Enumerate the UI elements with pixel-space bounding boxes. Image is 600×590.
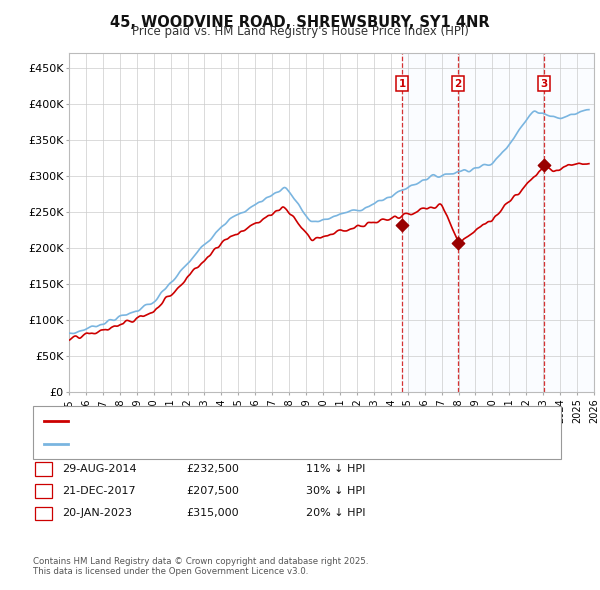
Text: Price paid vs. HM Land Registry's House Price Index (HPI): Price paid vs. HM Land Registry's House …	[131, 25, 469, 38]
Point	[539, 160, 549, 170]
Text: This data is licensed under the Open Government Licence v3.0.: This data is licensed under the Open Gov…	[33, 568, 308, 576]
Text: 45, WOODVINE ROAD, SHREWSBURY, SY1 4NR: 45, WOODVINE ROAD, SHREWSBURY, SY1 4NR	[110, 15, 490, 30]
Point	[453, 238, 463, 247]
Text: £315,000: £315,000	[186, 509, 239, 518]
Text: Contains HM Land Registry data © Crown copyright and database right 2025.: Contains HM Land Registry data © Crown c…	[33, 558, 368, 566]
Text: 30% ↓ HPI: 30% ↓ HPI	[306, 486, 365, 496]
Text: 20% ↓ HPI: 20% ↓ HPI	[306, 509, 365, 518]
Point	[397, 220, 407, 230]
Text: 1: 1	[40, 464, 47, 474]
Text: 3: 3	[40, 509, 47, 518]
Bar	[402, 53, 594, 392]
Text: 45, WOODVINE ROAD, SHREWSBURY, SY1 4NR (detached house): 45, WOODVINE ROAD, SHREWSBURY, SY1 4NR (…	[72, 416, 409, 426]
Text: HPI: Average price, detached house, Shropshire: HPI: Average price, detached house, Shro…	[72, 439, 321, 449]
Text: £232,500: £232,500	[186, 464, 239, 474]
Text: 21-DEC-2017: 21-DEC-2017	[62, 486, 136, 496]
Text: 2: 2	[40, 486, 47, 496]
Text: £207,500: £207,500	[186, 486, 239, 496]
Text: 2: 2	[454, 78, 461, 88]
Text: 20-JAN-2023: 20-JAN-2023	[62, 509, 132, 518]
Text: 29-AUG-2014: 29-AUG-2014	[62, 464, 136, 474]
Text: 11% ↓ HPI: 11% ↓ HPI	[306, 464, 365, 474]
Text: 1: 1	[398, 78, 406, 88]
Text: 3: 3	[541, 78, 548, 88]
